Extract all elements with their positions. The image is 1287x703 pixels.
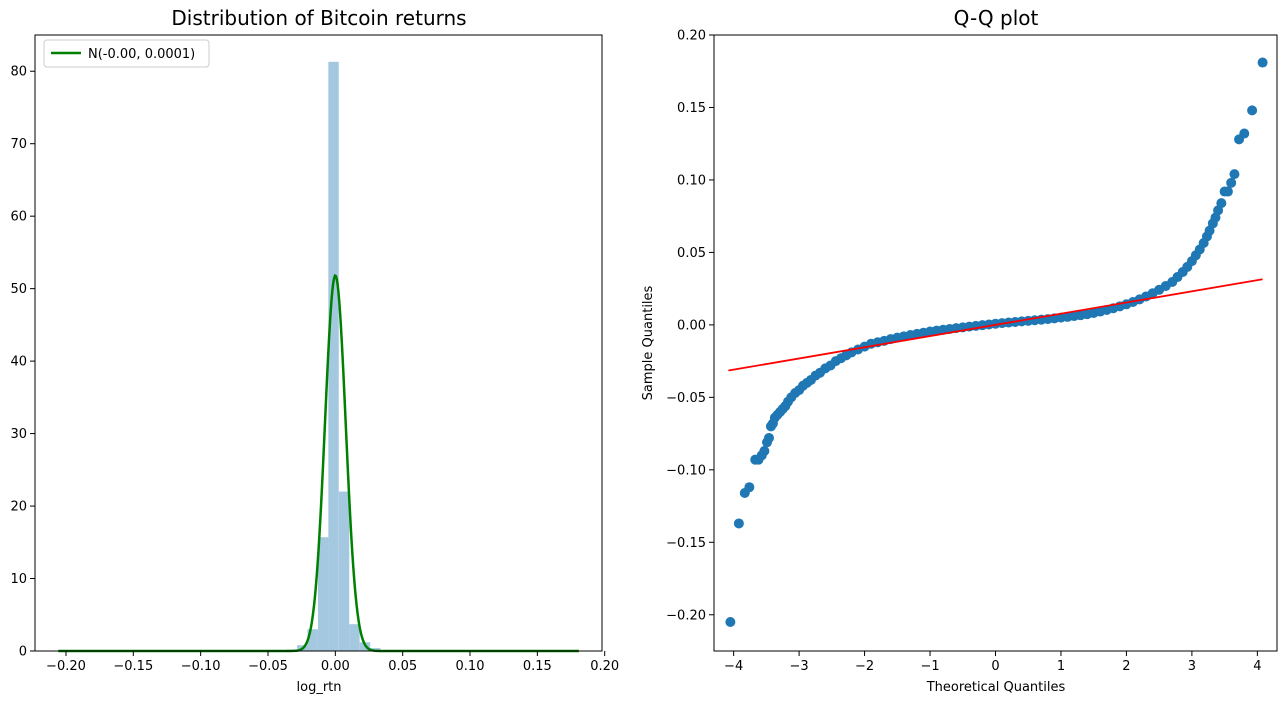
histogram-bar xyxy=(338,491,350,651)
x-tick-label: −0.20 xyxy=(46,659,86,674)
histogram-x-axis-label: log_rtn xyxy=(297,680,342,695)
qq-point xyxy=(1247,105,1258,116)
qq-point xyxy=(1257,57,1268,68)
qq-y-ticks: −0.20 −0.15 −0.10 −0.05 0.00 0.05 0.10 0.15 0.20 xyxy=(666,29,714,623)
y-tick-label: −0.05 xyxy=(666,391,706,406)
qq-reference-line xyxy=(728,278,1263,372)
x-tick-label: −0.10 xyxy=(181,659,221,674)
y-tick-label: 10 xyxy=(10,572,27,587)
histogram-y-ticks: 0 10 20 30 40 50 60 70 80 xyxy=(10,65,35,660)
histogram-title: Distribution of Bitcoin returns xyxy=(171,6,466,30)
x-tick-label: 0.10 xyxy=(456,659,485,674)
x-tick-label: −1 xyxy=(920,659,939,674)
x-tick-label: −3 xyxy=(790,659,809,674)
histogram-bar xyxy=(349,624,360,651)
x-tick-label: −2 xyxy=(855,659,874,674)
y-tick-label: 0.05 xyxy=(677,246,706,261)
y-tick-label: 0 xyxy=(19,645,27,660)
qq-point xyxy=(725,617,736,628)
x-tick-label: 1 xyxy=(1057,659,1065,674)
histogram-bar xyxy=(317,537,329,651)
histogram-x-ticks: −0.20 −0.15 −0.10 −0.05 0.00 0.05 0.10 0.15 0.20 xyxy=(46,651,619,674)
legend-entry: N(-0.00, 0.0001) xyxy=(88,47,195,62)
histogram-chart: Distribution of Bitcoin returns −0.20 −0.… xyxy=(10,6,619,695)
y-tick-label: −0.20 xyxy=(666,608,706,623)
qq-chart: Q-Q plot −4 −3 −2 −1 0 1 2 3 4 −0.20−0.15−0.10−0… xyxy=(641,6,1278,695)
x-tick-label: −0.05 xyxy=(248,659,288,674)
y-tick-label: −0.10 xyxy=(666,463,706,478)
x-tick-label: 4 xyxy=(1253,659,1261,674)
y-tick-label: 0.20 xyxy=(677,29,706,44)
y-tick-label: 40 xyxy=(10,355,27,370)
histogram-bar xyxy=(328,61,339,652)
legend: N(-0.00, 0.0001) xyxy=(43,39,210,68)
qq-point xyxy=(1222,186,1233,197)
qq-point xyxy=(733,518,744,529)
x-tick-label: 0 xyxy=(991,659,999,674)
qq-point xyxy=(1226,177,1237,188)
qq-points xyxy=(725,57,1268,628)
qq-point xyxy=(1229,169,1240,180)
qq-point xyxy=(763,432,774,443)
x-tick-label: 3 xyxy=(1188,659,1196,674)
x-tick-label: 2 xyxy=(1122,659,1130,674)
x-tick-label: 0.15 xyxy=(523,659,552,674)
qq-point xyxy=(1239,128,1250,139)
histogram-bar xyxy=(307,629,318,651)
x-tick-label: 0.05 xyxy=(388,659,417,674)
y-tick-label: 80 xyxy=(10,65,27,80)
y-tick-label: 70 xyxy=(10,137,27,152)
y-tick-label: 0.15 xyxy=(677,101,706,116)
x-tick-label: 0.00 xyxy=(321,659,350,674)
qq-y-axis-label: Sample Quantiles xyxy=(641,285,656,400)
qq-point xyxy=(744,482,755,493)
y-tick-label: 60 xyxy=(10,210,27,225)
x-tick-label: −0.15 xyxy=(113,659,153,674)
qq-point xyxy=(1216,198,1227,209)
qq-x-ticks: −4 −3 −2 −1 0 1 2 3 4 xyxy=(724,651,1262,674)
y-tick-label: 20 xyxy=(10,500,27,515)
y-tick-label: −0.15 xyxy=(666,536,706,551)
y-tick-label: 50 xyxy=(10,282,27,297)
x-tick-label: 0.20 xyxy=(590,659,619,674)
qq-x-axis-label: Theoretical Quantiles xyxy=(926,680,1066,695)
qq-point xyxy=(759,445,770,456)
legend-box xyxy=(43,39,210,68)
y-tick-label: 0.00 xyxy=(677,318,706,333)
y-tick-label: 30 xyxy=(10,427,27,442)
y-tick-label: 0.10 xyxy=(677,173,706,188)
histogram-plot-frame xyxy=(34,34,603,652)
qq-title: Q-Q plot xyxy=(954,6,1039,30)
x-tick-label: −4 xyxy=(724,659,743,674)
